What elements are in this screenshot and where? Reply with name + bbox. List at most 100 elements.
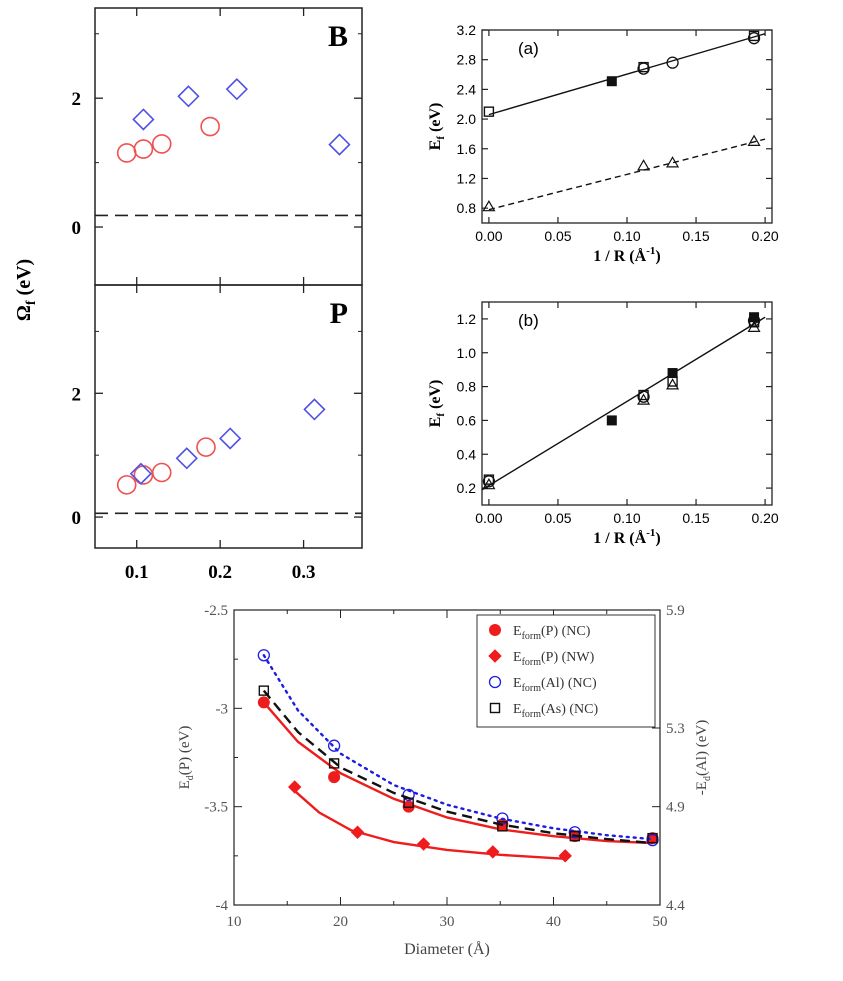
circle-open-point — [666, 56, 679, 69]
legend-entry-As_NC: Eform(As) (NC) — [513, 702, 599, 720]
y2-tick-label: 5.9 — [666, 603, 685, 619]
series-curve-P_NC — [262, 701, 653, 845]
plot-frame — [481, 29, 773, 224]
As_NC-point — [403, 797, 414, 808]
legend-entry-P_NC: Eform(P) (NC) — [513, 624, 591, 642]
legend-text: E — [513, 624, 522, 639]
triangle-open-point — [637, 393, 651, 405]
panel-bottom: 10 20 30 40 50 -4 -3.5 -3 -2.5 4.4 4.9 5.3 5.9 Diamet… — [177, 603, 713, 958]
diamond-point — [219, 427, 242, 450]
circle-point — [151, 462, 172, 483]
shared-y-label-sub: f — [24, 300, 39, 305]
legend-text-rest: (P) (NC) — [541, 624, 591, 639]
Al_NC-point — [568, 826, 581, 839]
As_NC-point — [328, 758, 340, 769]
circle-point — [116, 475, 137, 495]
legend-entry-P_NW: Eform(P) (NW) — [513, 650, 595, 668]
x-tick-label: 0.05 — [544, 510, 571, 526]
y-tick-label: 1.2 — [457, 170, 477, 186]
x-tick-label: 20 — [333, 914, 348, 930]
x-tick-label: 0.2 — [208, 562, 232, 583]
y-axis-label-sub: f — [435, 413, 447, 417]
circle-open-point — [482, 475, 496, 488]
x-tick-label: 0.3 — [292, 562, 316, 583]
plot-frame — [481, 301, 773, 506]
y-tick-label: -4 — [216, 898, 229, 914]
square-filled-point — [606, 415, 617, 426]
circle-point — [133, 139, 154, 159]
panel-title: P — [330, 297, 348, 330]
y-tick-label: 3.2 — [457, 22, 477, 38]
x-axis-label-sup: -1 — [646, 527, 655, 539]
triangle-open-point — [666, 156, 680, 168]
y-tick-label: 0.2 — [457, 480, 477, 496]
fit-line-dashed — [488, 138, 766, 211]
panel-label: (b) — [518, 311, 539, 330]
panel-a: 0.8 1.2 1.6 2.0 2.4 2.8 3.2 0.00 0.05 0.10 0.15 0.2… — [427, 22, 779, 265]
As_NC-point — [647, 832, 658, 844]
y2-axis-label-main: -E — [694, 781, 710, 795]
diamond-point — [177, 85, 200, 108]
P_NW-point — [486, 845, 500, 859]
P_NW-point — [558, 849, 572, 863]
legend-text-sub: form — [522, 709, 542, 720]
legend-entry-Al_NC: Eform(Al) (NC) — [513, 676, 597, 694]
legend-text-sub: form — [522, 683, 542, 694]
circle-open-point — [637, 62, 650, 75]
legend-marker-As_NC — [489, 702, 501, 714]
y2-axis-label: -Ed(Al) (eV) — [694, 720, 713, 795]
plot-frame — [94, 284, 363, 549]
circle-open-point — [747, 32, 761, 45]
y-tick-label: 1.2 — [457, 311, 477, 327]
x-axis-label-main: 1 / R (Å — [593, 247, 646, 265]
legend-text-rest: (Al) (NC) — [541, 676, 597, 691]
x-axis-label-sup: -1 — [646, 245, 655, 257]
y-tick-label: 0.8 — [457, 379, 477, 395]
diamond-point — [225, 78, 248, 101]
panel-B: 0 2 B — [72, 7, 363, 286]
As_NC-point — [569, 830, 580, 842]
legend-text-sub: form — [522, 631, 542, 642]
panel-label: (a) — [518, 39, 539, 58]
legend-marker-Al_NC — [488, 675, 502, 689]
y-axis-label-sub: f — [435, 136, 447, 140]
series-curve-Al_NC — [262, 654, 654, 841]
y-axis-label-main: E — [427, 140, 444, 151]
P_NW-point — [287, 780, 302, 794]
x-tick-label: 0.20 — [751, 510, 778, 526]
y-axis-label-unit: (eV) — [427, 380, 444, 413]
x-tick-label: 0.15 — [682, 228, 709, 244]
square-open-point — [638, 389, 649, 401]
triangle-open-point — [482, 199, 496, 212]
x-tick-label: 30 — [440, 914, 455, 930]
triangle-open-point — [747, 320, 761, 332]
circle-open-point — [747, 314, 761, 327]
Al_NC-point — [646, 833, 659, 847]
y-axis-label-unit: (eV) — [427, 103, 444, 136]
y2-tick-label: 4.4 — [666, 898, 685, 914]
y2-tick-label: 4.9 — [666, 800, 685, 816]
square-open-point — [483, 106, 495, 117]
legend-text-sub: form — [522, 657, 542, 668]
panel-b: 0.2 0.4 0.6 0.8 1.0 1.2 0.00 0.05 0.10 0.15 0.20 1 … — [427, 301, 779, 547]
y-tick-label: 2 — [72, 384, 82, 405]
y-tick-label: 0 — [72, 508, 82, 529]
circle-point — [200, 116, 220, 137]
y-tick-label: 2.0 — [457, 111, 477, 127]
y-tick-label: -2.5 — [204, 603, 228, 619]
legend-marker-P_NC — [489, 624, 501, 636]
x-axis-label: 1 / R (Å-1) — [593, 527, 660, 547]
x-tick-label: 0.00 — [475, 510, 502, 526]
P_NC-point — [328, 771, 341, 784]
As_NC-point — [497, 821, 508, 832]
y-tick-label: 0.4 — [457, 446, 477, 462]
y-tick-label: 0.6 — [457, 412, 477, 428]
y-tick-label: 2.4 — [457, 81, 477, 97]
diamond-point — [328, 133, 351, 156]
y-axis-label: Ef (eV) — [427, 103, 447, 151]
y-tick-label: -3 — [216, 701, 229, 717]
y-tick-label: -3.5 — [204, 800, 228, 816]
x-axis-label-end: ) — [655, 530, 660, 547]
x-axis-label-end: ) — [655, 248, 660, 265]
